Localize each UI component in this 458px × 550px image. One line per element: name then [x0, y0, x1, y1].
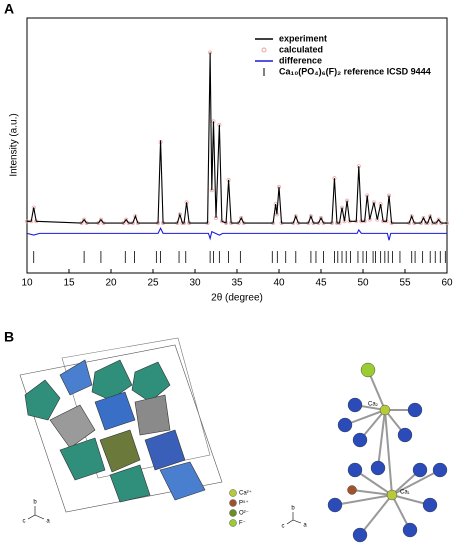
legend-p: P⁵⁺ — [239, 500, 249, 507]
data-point — [436, 217, 441, 222]
axis-a: a — [46, 519, 50, 525]
panel-label: B — [4, 329, 14, 345]
axis-a: a — [303, 523, 307, 529]
data-point — [421, 215, 426, 220]
legend-label: experiment — [279, 33, 327, 43]
series-line — [26, 226, 447, 241]
axis-c: c — [282, 524, 285, 530]
crystal-structure — [19, 337, 223, 513]
x-tick-label: 40 — [273, 278, 285, 289]
legend-swatch — [261, 47, 267, 53]
legend-f: F⁻ — [239, 521, 246, 527]
x-tick-label: 50 — [357, 278, 369, 289]
legend-o: O²⁻ — [239, 511, 249, 517]
axes-indicator — [286, 512, 302, 525]
data-point — [98, 217, 103, 222]
legend-label: difference — [279, 55, 322, 65]
axis-b: b — [291, 506, 295, 512]
site-label: Ca₁ — [400, 490, 410, 496]
x-tick-label: 30 — [189, 278, 201, 289]
axis-c: c — [23, 519, 26, 525]
coordination — [334, 369, 441, 536]
axes-indicator — [27, 506, 45, 520]
legend-ca: Ca²⁺ — [239, 490, 252, 497]
legend-label: calculated — [279, 44, 323, 54]
x-tick-label: 45 — [315, 278, 327, 289]
data-point — [82, 217, 87, 222]
x-tick-label: 10 — [21, 278, 33, 289]
data-point — [239, 215, 244, 220]
site-label: Ca₂ — [368, 402, 379, 408]
x-tick-label: 60 — [441, 278, 453, 289]
atoms — [327, 362, 448, 543]
axis-b: b — [33, 500, 37, 506]
plot-frame — [26, 17, 448, 274]
panel-label: A — [4, 1, 14, 17]
x-axis-label: 2θ (degree) — [211, 293, 263, 304]
x-tick-label: 15 — [63, 278, 75, 289]
data-point — [319, 215, 323, 220]
y-axis-label: Intensity (a.u.) — [9, 113, 20, 176]
x-tick-label: 35 — [231, 278, 243, 289]
x-tick-label: 25 — [147, 278, 159, 289]
legend-label: Ca₁₀(PO₄)₆(F)₂ reference ICSD 9444 — [279, 66, 431, 76]
x-tick-label: 20 — [105, 278, 117, 289]
ion-legend — [229, 489, 237, 527]
x-tick-label: 55 — [399, 278, 411, 289]
data-point — [124, 217, 129, 222]
series-line — [27, 52, 447, 224]
